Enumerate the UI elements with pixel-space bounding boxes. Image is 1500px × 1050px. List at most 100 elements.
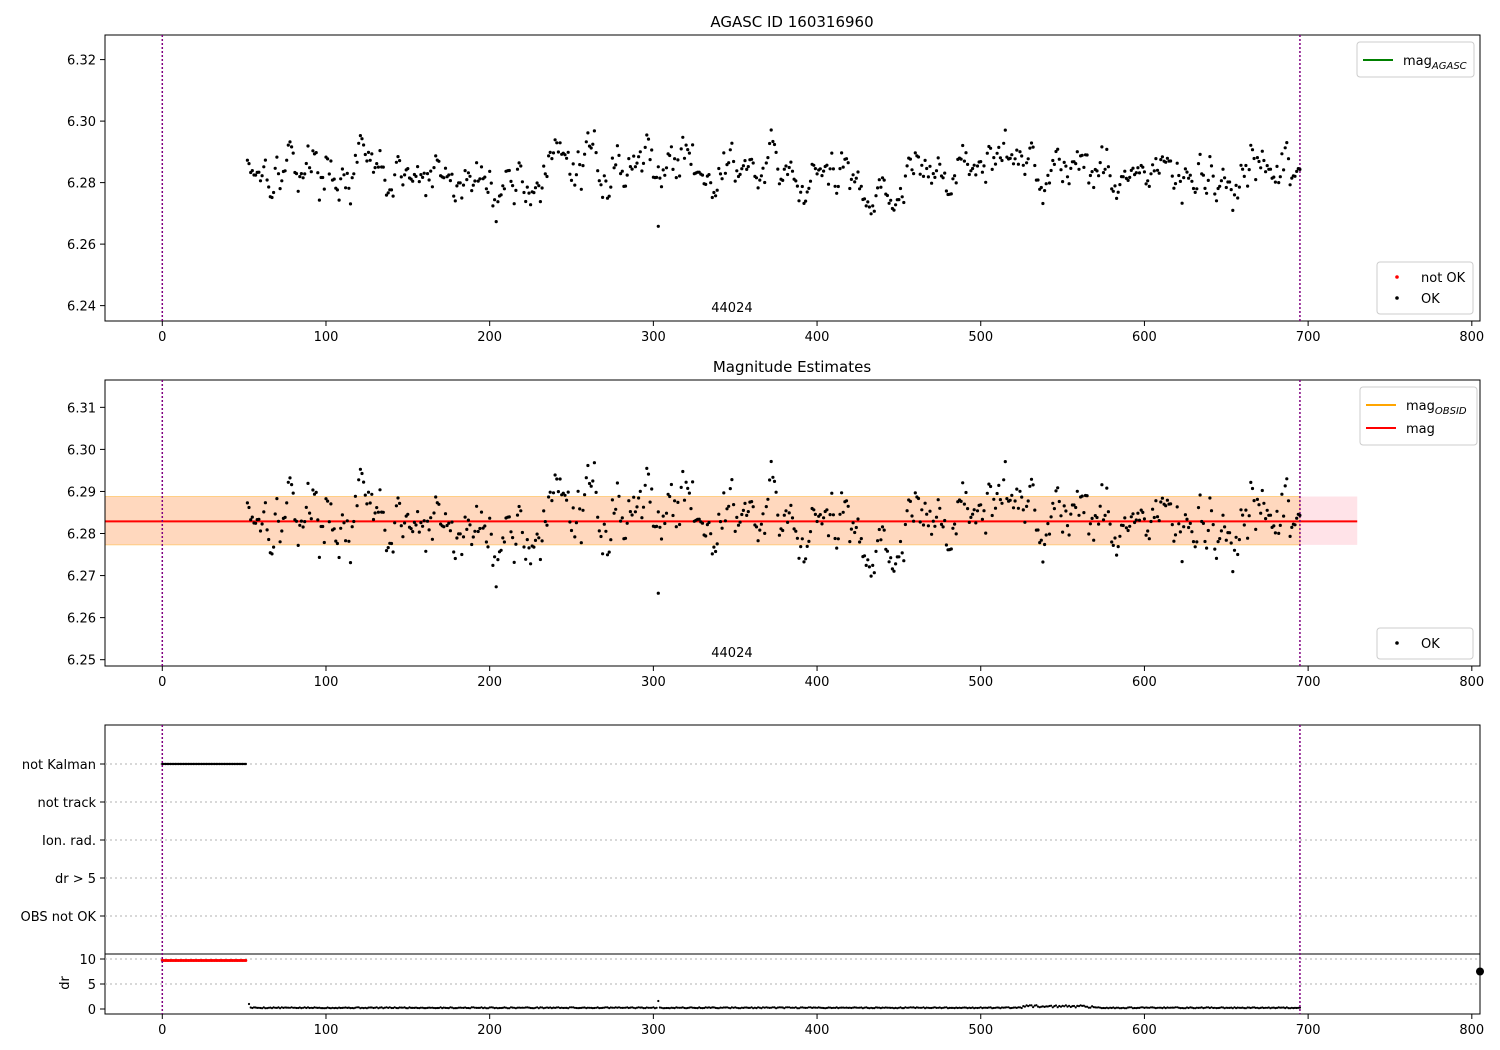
data-point (501, 184, 505, 188)
data-point (738, 172, 742, 176)
data-point (576, 150, 580, 154)
data-point (1203, 186, 1207, 190)
data-point (578, 507, 582, 511)
dr-point (804, 1006, 807, 1010)
data-point (1129, 168, 1133, 172)
dr-point (320, 1007, 323, 1010)
dr-point (668, 1007, 671, 1010)
dr-point (465, 1006, 468, 1010)
dr-point (743, 1006, 747, 1009)
dr-point (482, 1007, 485, 1010)
data-point (1123, 516, 1127, 520)
data-point (342, 173, 346, 177)
data-point (363, 493, 367, 497)
flag-point (202, 762, 205, 766)
data-point (568, 172, 572, 176)
data-point (1228, 180, 1232, 184)
dr-point (840, 1006, 843, 1009)
data-point (463, 515, 467, 519)
dr-point (681, 1006, 684, 1009)
data-point (468, 523, 472, 527)
data-point (525, 185, 529, 189)
data-point (964, 490, 968, 495)
dr-point (475, 1006, 478, 1010)
data-point (717, 166, 721, 171)
data-point (833, 184, 837, 188)
data-point (394, 160, 398, 164)
data-point (421, 175, 425, 179)
data-point (558, 141, 562, 145)
data-point (1188, 521, 1192, 526)
data-point (892, 569, 896, 573)
data-point (306, 481, 310, 485)
data-point (1013, 499, 1017, 503)
data-point (332, 177, 336, 181)
data-point (961, 143, 965, 148)
dr-point (670, 1006, 673, 1009)
data-point (584, 476, 588, 480)
dr-point (752, 1007, 755, 1010)
data-point (1282, 168, 1286, 172)
x-tick-label: 300 (641, 675, 666, 690)
data-point (540, 539, 544, 543)
dr-point (886, 1006, 889, 1009)
data-point (1124, 526, 1128, 530)
data-point (493, 555, 497, 559)
dr-point (411, 1006, 414, 1010)
data-point (623, 184, 628, 188)
dr-point (748, 1006, 752, 1010)
flag-point (229, 762, 233, 766)
data-point (892, 208, 896, 212)
data-point (247, 505, 251, 510)
dr-point (1158, 1006, 1161, 1009)
dr-point (1030, 1004, 1033, 1007)
data-point (795, 184, 800, 188)
data-point (1208, 496, 1212, 500)
data-point (666, 492, 670, 496)
data-point (471, 183, 475, 187)
data-point (1095, 169, 1099, 173)
data-point (786, 520, 790, 525)
data-point (1293, 523, 1297, 527)
data-point (1203, 539, 1207, 544)
data-point (740, 167, 744, 171)
data-point (455, 184, 459, 188)
dr-point (452, 1007, 455, 1010)
data-point (830, 151, 834, 155)
data-point (1049, 515, 1053, 519)
data-point (640, 169, 644, 173)
data-point (275, 497, 279, 501)
data-point (322, 187, 326, 191)
dr-point (477, 1006, 480, 1010)
data-point (663, 521, 667, 526)
dr-point (716, 1007, 719, 1010)
data-point (1224, 185, 1228, 190)
dr-point (295, 1006, 298, 1010)
data-point (355, 504, 359, 508)
data-point (645, 466, 649, 470)
data-point (682, 498, 687, 502)
dr-point (557, 1006, 560, 1009)
data-point (862, 554, 867, 558)
data-point (1298, 167, 1302, 171)
data-point (974, 521, 978, 525)
dr-point (719, 1006, 722, 1009)
dr-point (464, 1006, 467, 1009)
data-point (475, 161, 479, 165)
data-point (1020, 154, 1024, 158)
data-point (943, 171, 947, 175)
data-point (370, 492, 374, 496)
data-point (1260, 488, 1264, 493)
data-point (1211, 174, 1215, 178)
dr-point (1095, 1006, 1099, 1009)
data-point (1206, 178, 1210, 182)
magnitude-legend-bottom: OK (1376, 627, 1474, 660)
dr-point (1174, 1006, 1177, 1009)
dr-point (663, 1007, 666, 1010)
data-point (553, 473, 557, 477)
data-point (822, 516, 826, 520)
data-point (1282, 514, 1286, 518)
dr-point (662, 1007, 665, 1010)
data-point (615, 144, 620, 148)
data-point (1241, 513, 1245, 517)
